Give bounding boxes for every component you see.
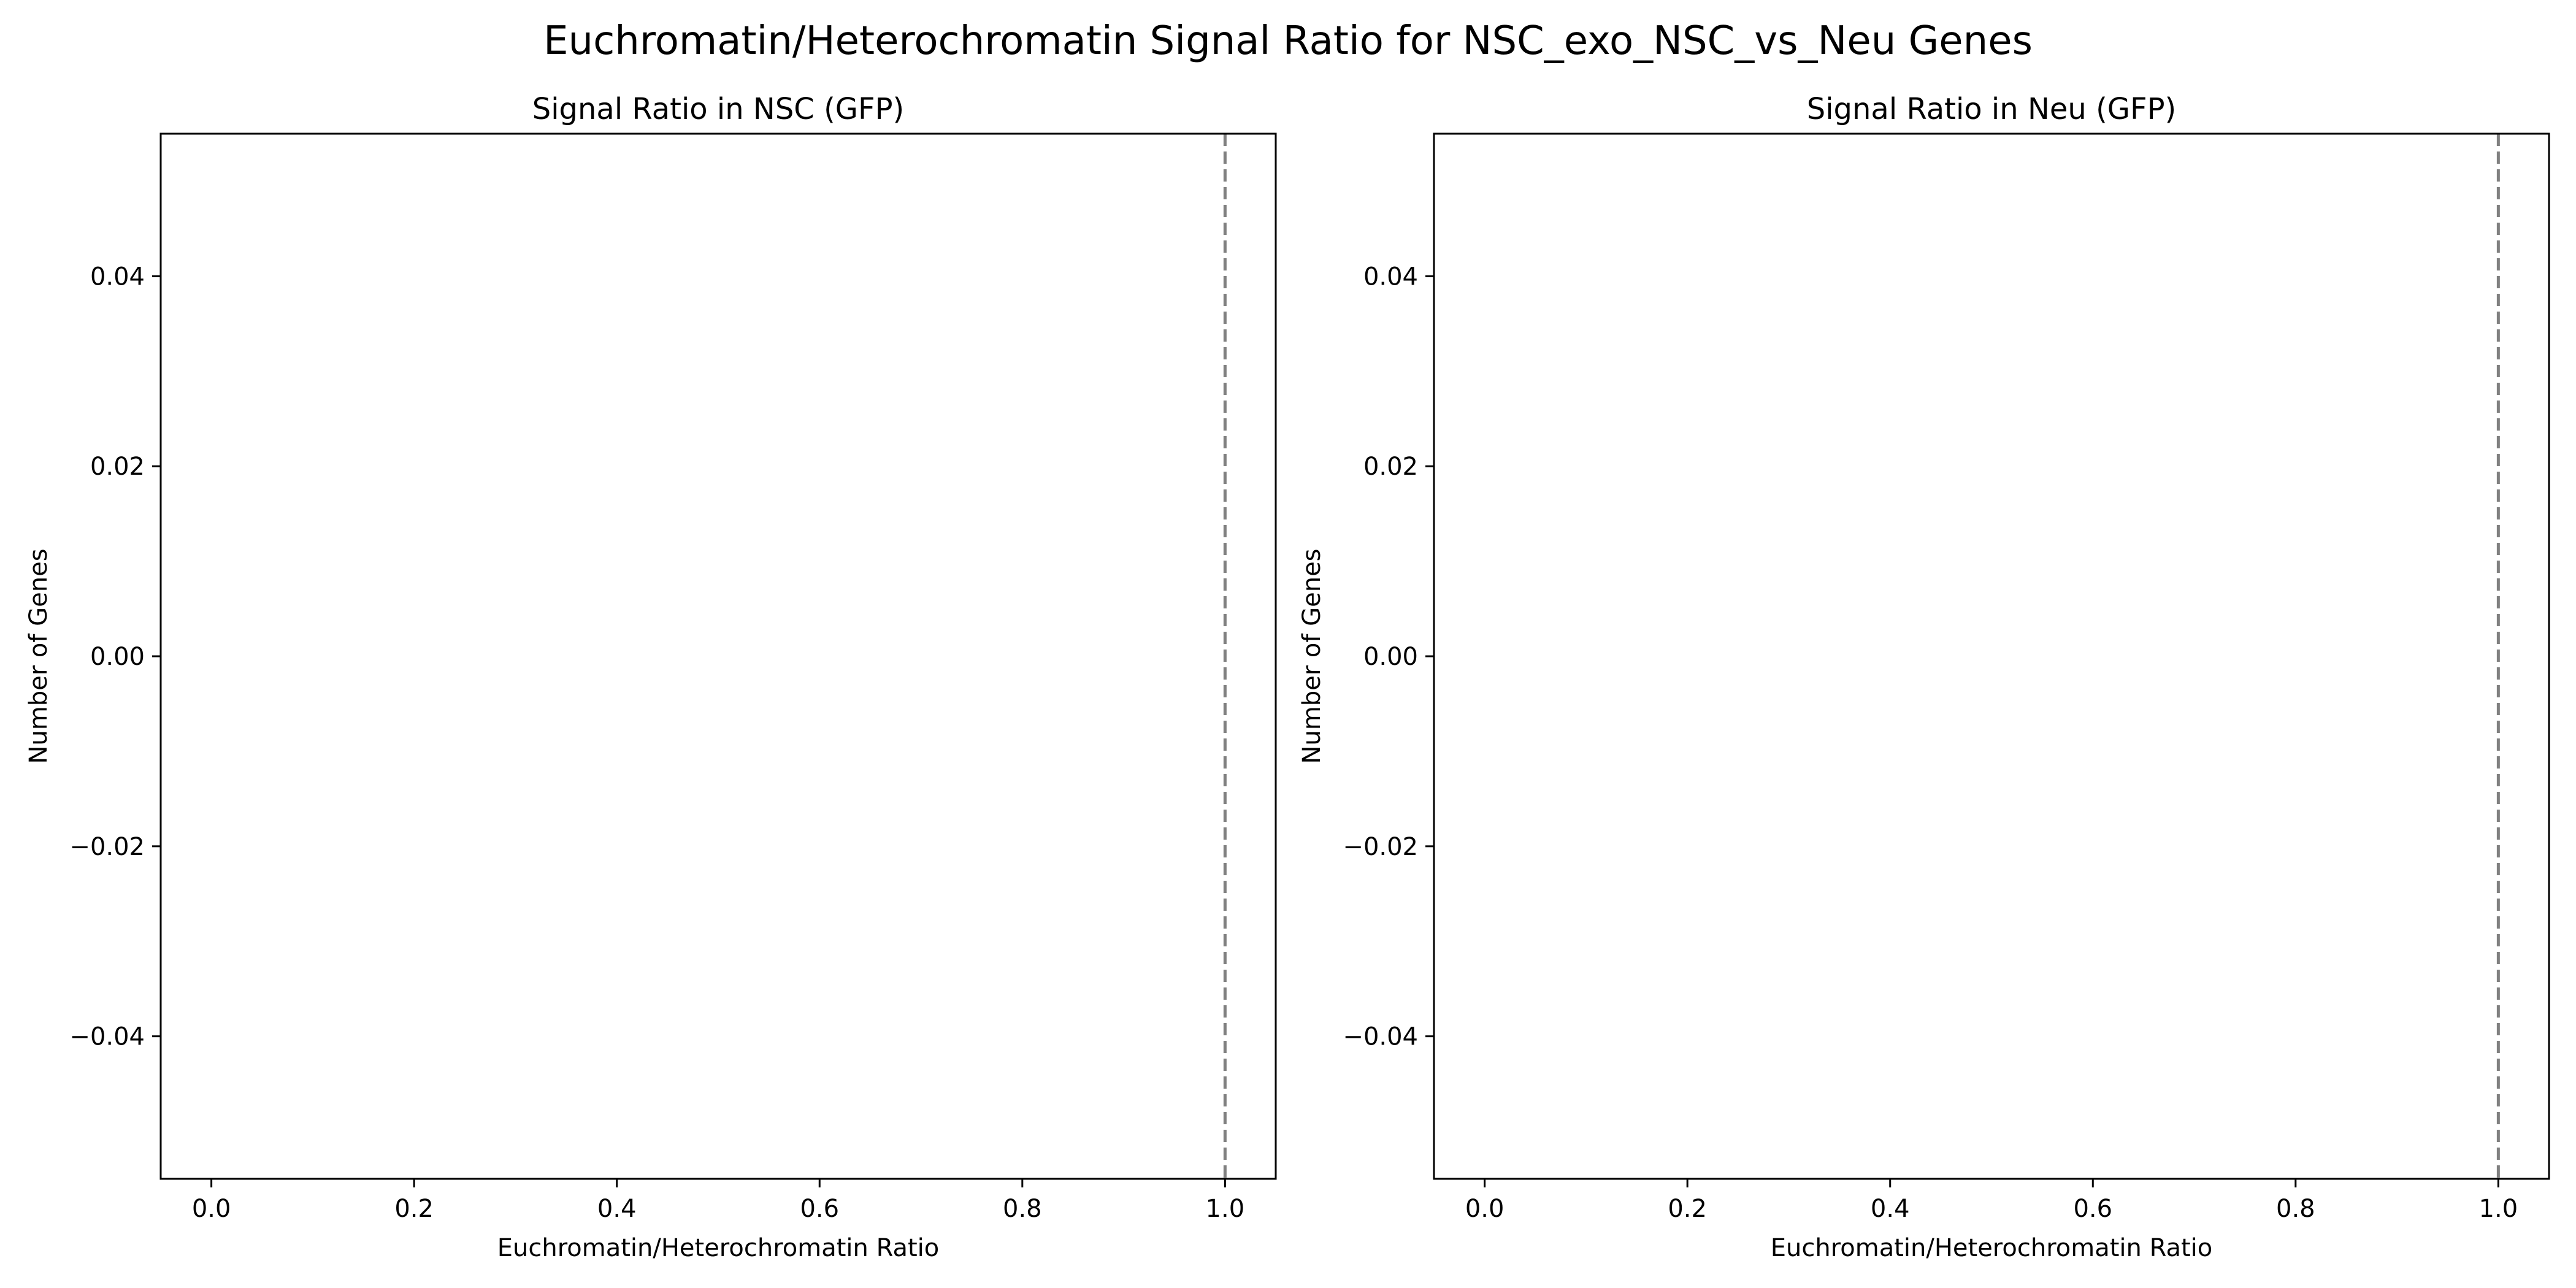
y-tick-label: −0.04 [1343,1023,1418,1051]
y-tick-label: −0.02 [1343,833,1418,861]
x-tick-label: 0.8 [2276,1195,2315,1223]
x-tick-label: 0.2 [394,1195,434,1223]
x-tick-label: 0.2 [1668,1195,1707,1223]
x-tick-label: 0.4 [597,1195,637,1223]
x-tick-label: 0.6 [2073,1195,2112,1223]
y-axis-label: Number of Genes [25,548,53,764]
figure-title: Euchromatin/Heterochromatin Signal Ratio… [543,18,2033,64]
x-tick-label: 1.0 [2479,1195,2518,1223]
y-tick-label: 0.02 [1363,453,1418,481]
x-tick-label: 0.0 [1465,1195,1505,1223]
x-axis-label: Euchromatin/Heterochromatin Ratio [1771,1234,2213,1262]
y-tick-label: −0.04 [69,1023,145,1051]
x-tick-label: 1.0 [1206,1195,1245,1223]
axes-title: Signal Ratio in NSC (GFP) [532,92,905,126]
y-tick-label: −0.02 [69,833,145,861]
y-tick-label: 0.00 [90,643,145,671]
x-axis-label: Euchromatin/Heterochromatin Ratio [497,1234,940,1262]
axes-panel-2: 0.0 0.2 0.4 0.6 0.8 1.0 0.04 0.02 0.00 −0.02 −0.04… [1298,92,2550,1262]
x-tick-label: 0.8 [1003,1195,1042,1223]
axes-panel-1: 0.0 0.2 0.4 0.6 0.8 1.0 0.04 0.02 0.00 −0.02 −0.04… [25,92,1277,1262]
y-axis-label: Number of Genes [1298,548,1326,764]
y-tick-label: 0.00 [1363,643,1418,671]
x-tick-label: 0.6 [800,1195,839,1223]
axes-container: 0.0 0.2 0.4 0.6 0.8 1.0 0.04 0.02 0.00 −0.02 −0.04… [25,92,2550,1262]
y-tick-label: 0.04 [1363,263,1418,291]
y-tick-label: 0.02 [90,453,145,481]
y-tick-label: 0.04 [90,263,145,291]
x-tick-label: 0.0 [192,1195,231,1223]
axes-title: Signal Ratio in Neu (GFP) [1807,92,2177,126]
x-tick-label: 0.4 [1871,1195,1910,1223]
